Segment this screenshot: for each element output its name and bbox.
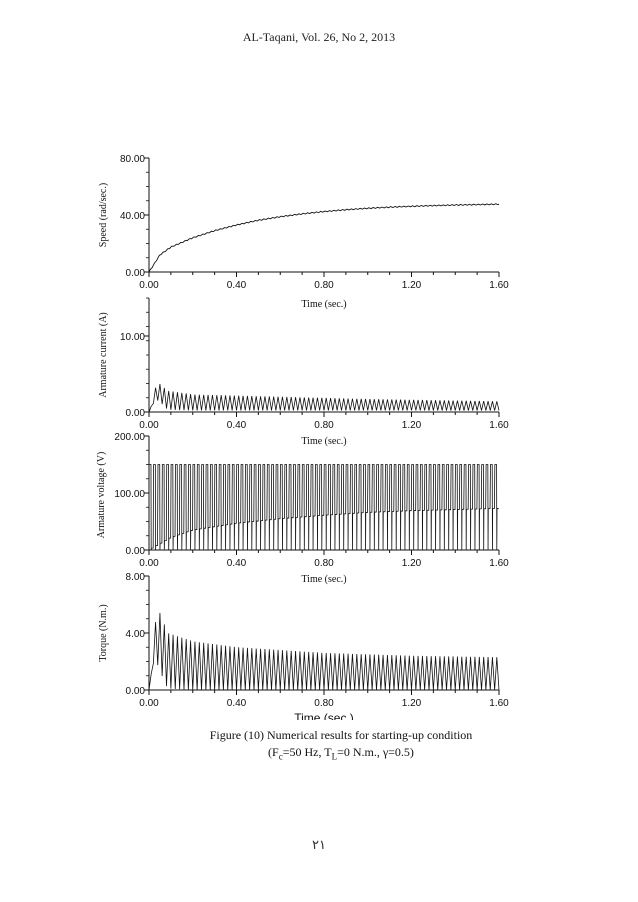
figure-plots: 0.00 0.40 0.80 1.20 1.60 0.00 40.00 80.00 Speed …: [96, 154, 509, 720]
figure-caption-line2: (Fc=50 Hz, TL=0 N.m., γ=0.5): [22, 745, 638, 761]
speed-plot: 0.00 0.40 0.80 1.20 1.60 0.00 40.00 80.00 Speed …: [98, 154, 509, 310]
y-tick-label: 0.00: [126, 686, 146, 697]
y-tick-label: 0.00: [126, 408, 146, 419]
series-line: [148, 384, 500, 413]
running-header: AL-Taqani, Vol. 26, No 2, 2013: [242, 30, 396, 44]
x-tick-label: 0.00: [139, 280, 159, 291]
armature-current-plot: 0.00 0.40 0.80 1.20 1.60 0.00 10.00 Armature cu…: [98, 297, 509, 447]
caption-subscript-l: L: [331, 751, 338, 762]
y-tick-label: 200.00: [114, 432, 145, 443]
page-number: ٢١: [312, 838, 326, 853]
x-axis-label: Time (sec.): [301, 574, 346, 585]
x-tick-label: 0.40: [227, 558, 247, 569]
series-line: [148, 613, 500, 691]
x-tick-label: 0.40: [227, 420, 247, 431]
x-tick-label: 1.20: [402, 280, 422, 291]
x-axis-label: Time (sec.): [301, 436, 346, 447]
x-tick-label: 0.80: [314, 420, 334, 431]
x-tick-label: 0.00: [139, 558, 159, 569]
series-line: [148, 203, 500, 273]
x-tick-label: 0.00: [139, 420, 159, 431]
y-tick-label: 80.00: [120, 154, 145, 165]
y-tick-label: 10.00: [120, 332, 145, 343]
y-tick-label: 4.00: [126, 629, 146, 640]
x-tick-label: 0.80: [314, 698, 334, 709]
y-tick-label: 100.00: [114, 489, 145, 500]
x-tick-label: 0.40: [227, 280, 247, 291]
caption-subscript-c: c: [278, 751, 283, 762]
x-tick-label: 1.60: [489, 420, 509, 431]
y-axis-label: Torque (N.m.): [98, 604, 109, 661]
x-axis-label: Time (sec.): [294, 711, 354, 720]
y-axis-label: Speed (rad/sec.): [98, 183, 109, 247]
y-tick-label: 8.00: [126, 572, 146, 583]
armature-voltage-plot: 0.00 0.40 0.80 1.20 1.60 0.00 100.00 200.00 Arma…: [96, 432, 509, 585]
x-tick-label: 1.60: [489, 698, 509, 709]
y-axis-label: Armature voltage (V): [96, 452, 107, 539]
x-tick-label: 0.80: [314, 280, 334, 291]
y-tick-label: 0.00: [126, 268, 146, 279]
figure-caption-line1: Figure (10) Numerical results for starti…: [209, 728, 473, 742]
torque-plot: 0.00 0.40 0.80 1.20 1.60 0.00 4.00 8.00 Torque (…: [98, 572, 509, 720]
y-tick-label: 0.00: [126, 546, 146, 557]
series-line: [149, 464, 499, 551]
x-tick-label: 0.80: [314, 558, 334, 569]
y-axis-label: Armature current (A): [98, 312, 109, 398]
x-tick-label: 0.00: [139, 698, 159, 709]
x-tick-label: 1.20: [402, 420, 422, 431]
caption-part: (F: [268, 745, 279, 759]
caption-part: =50 Hz, T: [282, 745, 332, 759]
y-tick-label: 40.00: [120, 211, 145, 222]
x-tick-label: 0.40: [227, 698, 247, 709]
x-tick-label: 1.60: [489, 280, 509, 291]
x-tick-label: 1.60: [489, 558, 509, 569]
x-tick-label: 1.20: [402, 698, 422, 709]
x-axis-label: Time (sec.): [301, 299, 346, 310]
caption-part: =0 N.m., γ=0.5): [337, 745, 414, 759]
x-tick-label: 1.20: [402, 558, 422, 569]
